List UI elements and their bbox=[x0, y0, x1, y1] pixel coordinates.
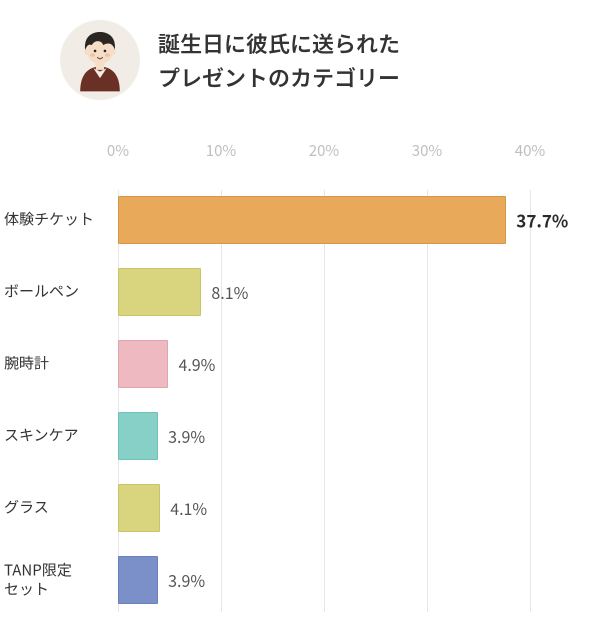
bar-track: 8.1% bbox=[118, 268, 530, 316]
bar-row: グラス 4.1% bbox=[0, 484, 580, 532]
avatar-blush-left bbox=[90, 53, 95, 56]
avatar-illustration bbox=[67, 27, 133, 93]
chart-container: 誕生日に彼氏に送られた プレゼントのカテゴリー 0% 10% 20% 30% 40% 体… bbox=[0, 0, 600, 622]
bar-track: 4.1% bbox=[118, 484, 530, 532]
bar-track: 3.9% bbox=[118, 556, 530, 604]
bar-track: 37.7% bbox=[118, 196, 530, 244]
bar bbox=[118, 556, 158, 604]
bar bbox=[118, 484, 160, 532]
bar-track: 3.9% bbox=[118, 412, 530, 460]
gridline bbox=[118, 190, 119, 612]
avatar-eye-left bbox=[94, 50, 97, 53]
avatar-ear-right bbox=[111, 48, 116, 55]
value-label: 8.1% bbox=[211, 280, 248, 304]
category-label: 体験チケット bbox=[0, 211, 110, 230]
category-label: 腕時計 bbox=[0, 355, 110, 374]
gridline bbox=[530, 190, 531, 612]
value-label: 3.9% bbox=[168, 568, 205, 592]
bar bbox=[118, 412, 158, 460]
x-tick-label: 30% bbox=[412, 140, 442, 161]
value-label: 4.1% bbox=[170, 496, 207, 520]
chart-zone: 0% 10% 20% 30% 40% 体験チケット 37.7% ボールペン 8.1% 腕時計 4.… bbox=[0, 140, 580, 604]
value-label: 4.9% bbox=[178, 352, 215, 376]
x-axis-ticks: 0%10%20%30%40% bbox=[118, 140, 530, 168]
x-tick-label: 40% bbox=[515, 140, 545, 161]
avatar-shirt bbox=[80, 67, 120, 92]
gridline bbox=[324, 190, 325, 612]
category-label: ボールペン bbox=[0, 283, 110, 302]
bar bbox=[118, 196, 506, 244]
bars-area: 体験チケット 37.7% ボールペン 8.1% 腕時計 4.9% スキンケア 3.9% グラス 4… bbox=[0, 196, 580, 604]
title-line-1: 誕生日に彼氏に送られた bbox=[158, 27, 400, 59]
x-tick-label: 20% bbox=[309, 140, 339, 161]
bar-row: TANP限定セット 3.9% bbox=[0, 556, 580, 604]
gridline bbox=[427, 190, 428, 612]
bar bbox=[118, 268, 201, 316]
x-tick-label: 0% bbox=[107, 140, 129, 161]
bar-row: ボールペン 8.1% bbox=[0, 268, 580, 316]
avatar-eye-right bbox=[104, 50, 107, 53]
category-label: グラス bbox=[0, 499, 110, 518]
value-label: 3.9% bbox=[168, 424, 205, 448]
bar-row: 体験チケット 37.7% bbox=[0, 196, 580, 244]
x-tick-label: 10% bbox=[206, 140, 236, 161]
avatar-blush-right bbox=[105, 53, 110, 56]
category-label: スキンケア bbox=[0, 427, 110, 446]
bar-track: 4.9% bbox=[118, 340, 530, 388]
category-label: TANP限定セット bbox=[0, 561, 110, 599]
chart-title: 誕生日に彼氏に送られた プレゼントのカテゴリー bbox=[158, 20, 400, 94]
avatar bbox=[60, 20, 140, 100]
gridline bbox=[221, 190, 222, 612]
gridlines bbox=[118, 196, 530, 604]
avatar-ear-left bbox=[84, 48, 89, 55]
x-axis: 0% 10% 20% 30% 40% bbox=[0, 140, 580, 168]
value-label: 37.7% bbox=[516, 208, 568, 233]
title-line-2: プレゼントのカテゴリー bbox=[158, 61, 400, 93]
bar-row: スキンケア 3.9% bbox=[0, 412, 580, 460]
bar-row: 腕時計 4.9% bbox=[0, 340, 580, 388]
header: 誕生日に彼氏に送られた プレゼントのカテゴリー bbox=[0, 20, 580, 100]
bar bbox=[118, 340, 168, 388]
